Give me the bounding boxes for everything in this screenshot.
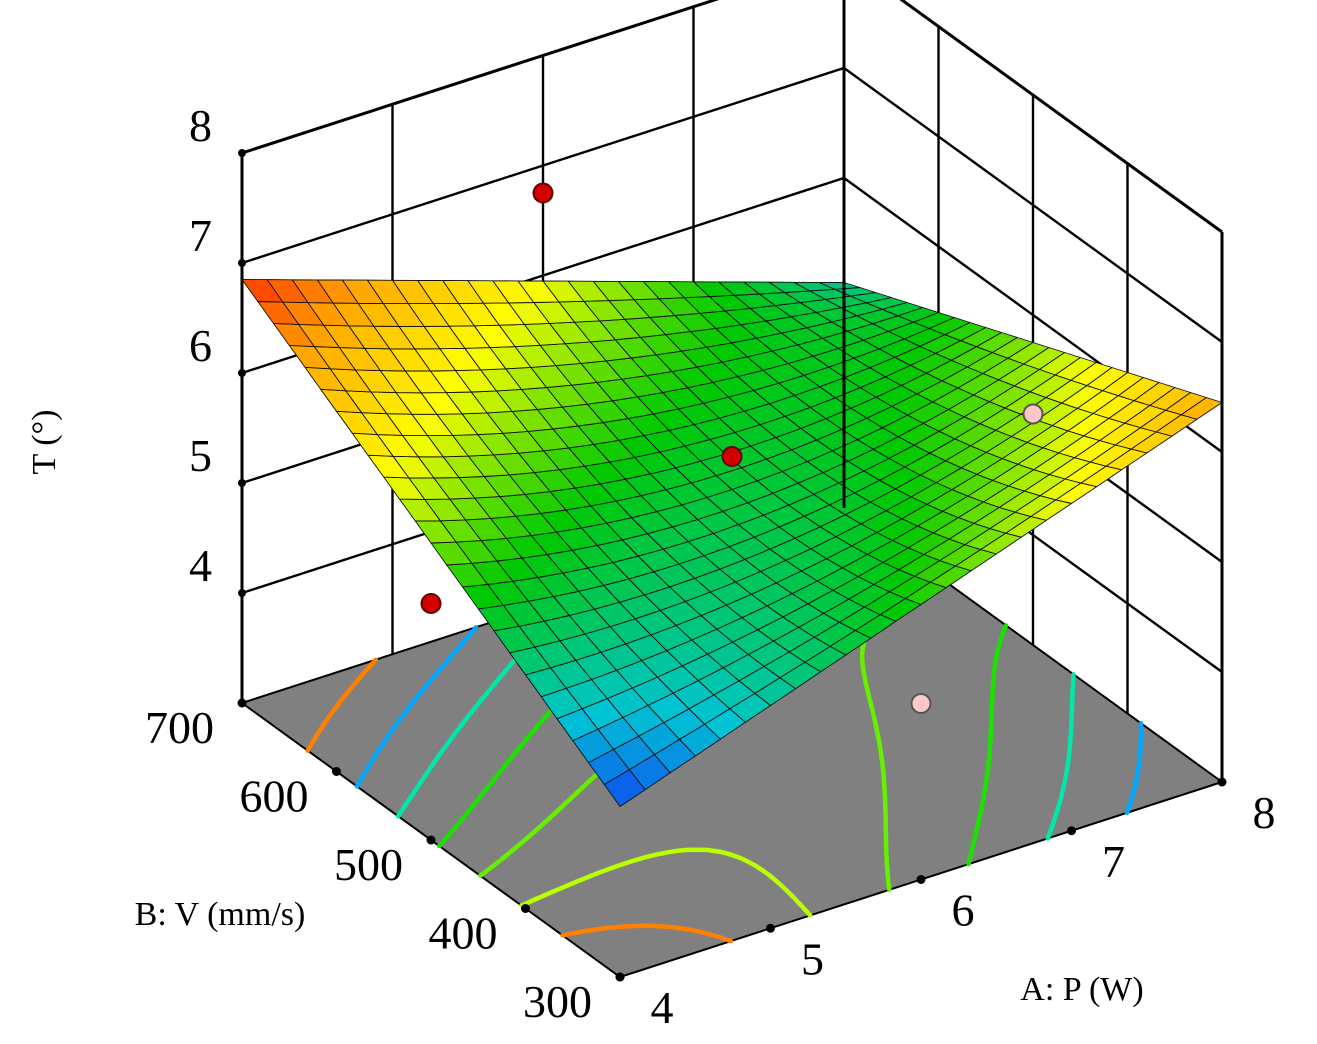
x-tick: [1217, 777, 1227, 787]
z-tick-label: 8: [189, 100, 212, 151]
y-tick: [521, 904, 530, 913]
z-tick: [238, 589, 246, 597]
x-tick: [916, 875, 926, 884]
x-axis-title: A: P (W): [1020, 971, 1143, 1008]
y-tick-label: 700: [145, 702, 214, 753]
z-tick: [238, 479, 246, 487]
z-tick: [238, 149, 246, 157]
y-tick: [332, 767, 341, 776]
design-point: [532, 182, 554, 204]
axis-ticks: 4 5 6 7 8 300 400 500 600 700 4 5 6 7 8: [145, 100, 1276, 1033]
x-tick: [615, 972, 625, 982]
z-axis-title: T (°): [26, 410, 63, 475]
contour-line: [560, 923, 734, 944]
y-tick-label: 500: [334, 839, 403, 890]
x-tick: [766, 923, 775, 933]
x-tick: [1067, 826, 1076, 836]
response-surface: [241, 279, 1223, 807]
x-tick-label: 6: [952, 885, 975, 936]
contour-floor: [239, 506, 1225, 979]
axis-frame: [240, 0, 1224, 782]
z-tick-label: 7: [189, 210, 212, 261]
surface-cell: [241, 279, 284, 303]
design-point: [910, 693, 932, 714]
design-points: [420, 182, 1044, 714]
z-tick: [238, 369, 246, 377]
z-tick-label: 6: [189, 320, 212, 371]
z-tick: [238, 259, 246, 267]
x-tick-label: 5: [801, 933, 824, 984]
y-tick-label: 600: [240, 771, 309, 822]
x-tick-label: 7: [1102, 836, 1125, 887]
design-point: [420, 593, 442, 614]
y-axis-title: B: V (mm/s): [135, 896, 306, 933]
contour-line: [305, 657, 1225, 785]
y-tick: [237, 698, 247, 708]
x-tick-label: 8: [1253, 787, 1276, 838]
x-tick-label: 4: [651, 982, 674, 1033]
y-tick-label: 400: [429, 908, 498, 959]
y-tick-label: 300: [523, 976, 592, 1027]
y-tick: [426, 835, 436, 845]
design-point: [1022, 403, 1044, 425]
design-point: [721, 446, 743, 467]
z-tick-label: 5: [189, 430, 212, 481]
z-tick-label: 4: [189, 540, 212, 591]
contour-line: [354, 624, 1144, 816]
top-edge-line: [241, 0, 1223, 234]
